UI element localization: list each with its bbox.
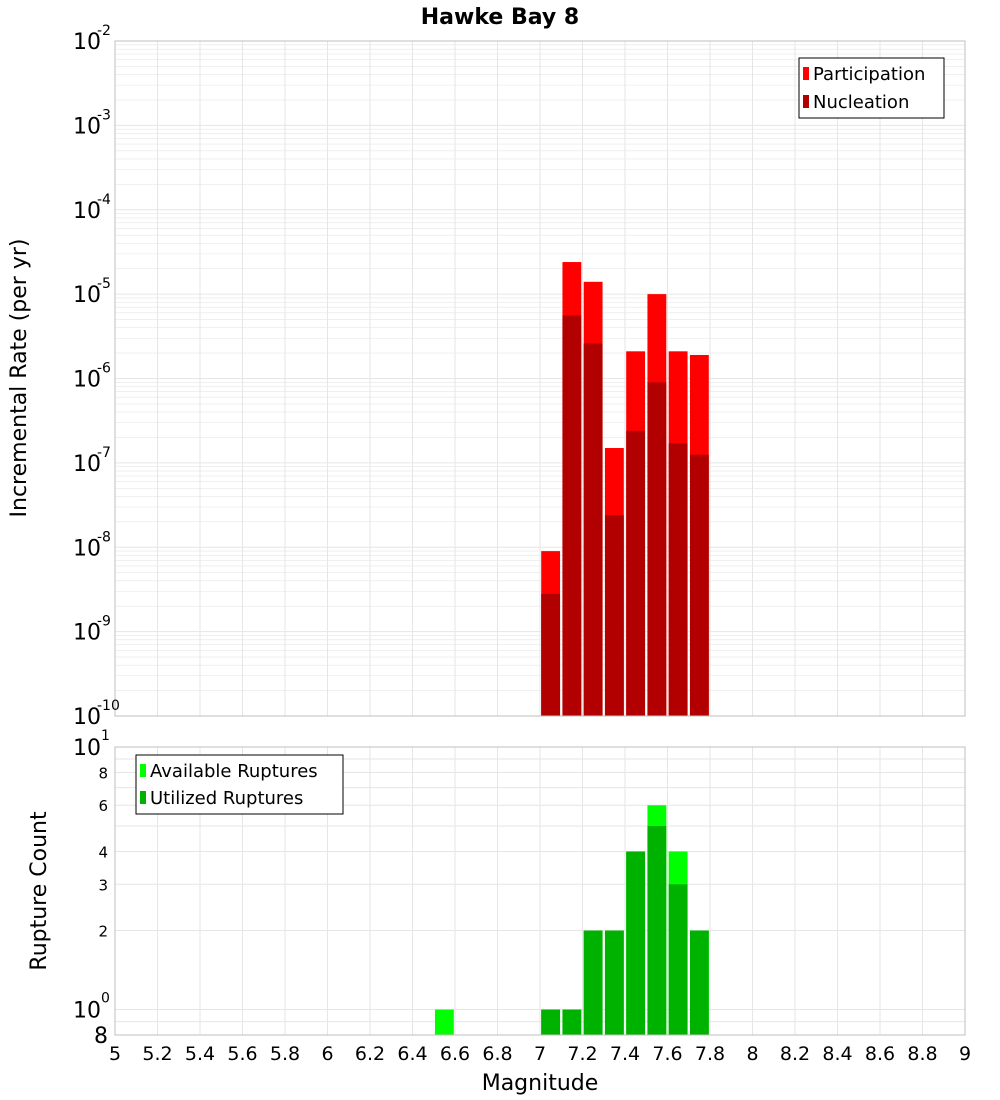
magnitude-tick-label: 6.2 [355, 1043, 385, 1065]
rate-y-tick-label: 10 [73, 536, 101, 561]
nucleation-bar [626, 430, 646, 716]
magnitude-tick-label: 8.8 [907, 1043, 937, 1065]
count-y-minor-tick-label: 4 [98, 843, 108, 861]
magnitude-tick-label: 5.8 [270, 1043, 300, 1065]
available-ruptures-bar [434, 1009, 454, 1035]
rate-y-tick-exponent: -3 [97, 107, 111, 123]
rate-y-tick-exponent: -6 [97, 361, 111, 377]
rate-y-tick-label: 10 [73, 30, 101, 55]
rate-y-axis-label: Incremental Rate (per yr) [7, 239, 32, 518]
magnitude-tick-label: 7.6 [652, 1043, 682, 1065]
utilized-ruptures-bar [647, 826, 667, 1035]
rate-y-tick-exponent: -8 [97, 529, 111, 545]
magnitude-tick-label: 8.2 [780, 1043, 810, 1065]
nucleation-bar [689, 454, 709, 716]
participation-legend-label: Participation [813, 64, 925, 85]
magnitude-tick-label: 7 [534, 1043, 546, 1065]
nucleation-bar [668, 443, 688, 716]
magnitude-tick-label: 5.2 [142, 1043, 172, 1065]
utilized-ruptures-bar [626, 851, 646, 1035]
rate-legend-box [798, 57, 945, 119]
available-legend-swatch [140, 764, 146, 777]
rate-y-tick-label: 10 [73, 368, 101, 393]
nucleation-legend-swatch [803, 95, 809, 108]
magnitude-tick-label: 6 [321, 1043, 333, 1065]
count-y-tick-label: 10 [73, 736, 101, 761]
utilized-ruptures-bar [668, 884, 688, 1035]
utilized-ruptures-bar [562, 1009, 582, 1035]
nucleation-legend-label: Nucleation [813, 92, 909, 113]
rate-y-tick-exponent: -5 [97, 276, 111, 292]
nucleation-bar [583, 343, 603, 716]
count-plot-frame [114, 746, 966, 1036]
magnitude-tick-label: 5.6 [227, 1043, 257, 1065]
count-y-minor-tick-label: 8 [94, 1024, 108, 1049]
participation-legend-swatch [803, 67, 809, 80]
magnitude-tick-label: 5 [109, 1043, 121, 1065]
utilized-legend-swatch [140, 791, 146, 804]
rate-y-tick-label: 10 [73, 705, 101, 730]
nucleation-bar [604, 515, 624, 716]
magnitude-tick-label: 8.4 [822, 1043, 852, 1065]
rate-y-tick-exponent: -4 [97, 192, 111, 208]
count-y-tick-label: 10 [73, 999, 101, 1024]
count-y-tick-exponent: 0 [101, 991, 110, 1007]
rate-y-tick-label: 10 [73, 621, 101, 646]
count-y-axis-label: Rupture Count [27, 811, 52, 971]
rate-y-tick-label: 10 [73, 452, 101, 477]
magnitude-tick-label: 7.8 [695, 1043, 725, 1065]
magnitude-tick-label: 8 [746, 1043, 758, 1065]
chart-title: Hawke Bay 8 [421, 5, 579, 30]
count-y-tick-exponent: 1 [101, 728, 110, 744]
utilized-legend-label: Utilized Ruptures [150, 788, 303, 809]
count-y-minor-tick-label: 8 [98, 764, 108, 782]
utilized-ruptures-bar [583, 930, 603, 1035]
utilized-ruptures-bar [604, 930, 624, 1035]
rate-y-tick-exponent: -9 [97, 614, 111, 630]
nucleation-bar [562, 315, 582, 716]
count-bars [434, 805, 709, 1035]
magnitude-tick-label: 5.4 [185, 1043, 215, 1065]
rate-y-tick-exponent: -2 [97, 23, 111, 39]
rate-plot-frame [114, 40, 966, 717]
available-legend-label: Available Ruptures [150, 761, 318, 782]
nucleation-bar [647, 382, 667, 716]
count-legend-box [135, 754, 344, 815]
count-y-minor-tick-label: 3 [98, 876, 108, 894]
count-y-minor-tick-label: 6 [98, 797, 108, 815]
magnitude-x-ticks: 5 5.2 5.4 5.6 5.8 6 6.2 6.4 6.6 6.8 7 7.2 7.4 7.6 7.8 8… [109, 1043, 971, 1065]
nucleation-bar [541, 593, 561, 716]
count-legend: Available Ruptures Utilized Ruptures [135, 754, 344, 815]
magnitude-tick-label: 6.4 [397, 1043, 427, 1065]
magnitude-tick-label: 7.2 [567, 1043, 597, 1065]
magnitude-tick-label: 8.6 [865, 1043, 895, 1065]
rate-legend: Participation Nucleation [798, 57, 945, 119]
rate-grid [114, 41, 966, 717]
magnitude-tick-label: 9 [959, 1043, 971, 1065]
rate-y-tick-label: 10 [73, 283, 101, 308]
rate-y-tick-exponent: -7 [97, 445, 111, 461]
magnitude-tick-label: 6.8 [482, 1043, 512, 1065]
rate-bars [541, 262, 709, 716]
utilized-ruptures-bar [541, 1009, 561, 1035]
utilized-ruptures-bar [689, 930, 709, 1035]
rate-y-tick-exponent: -10 [97, 698, 120, 714]
rate-y-tick-label: 10 [73, 114, 101, 139]
rate-y-tick-label: 10 [73, 199, 101, 224]
x-axis-label: Magnitude [482, 1071, 599, 1096]
count-y-minor-tick-label: 2 [98, 923, 108, 941]
magnitude-tick-label: 6.6 [440, 1043, 470, 1065]
magnitude-tick-label: 7.4 [610, 1043, 640, 1065]
